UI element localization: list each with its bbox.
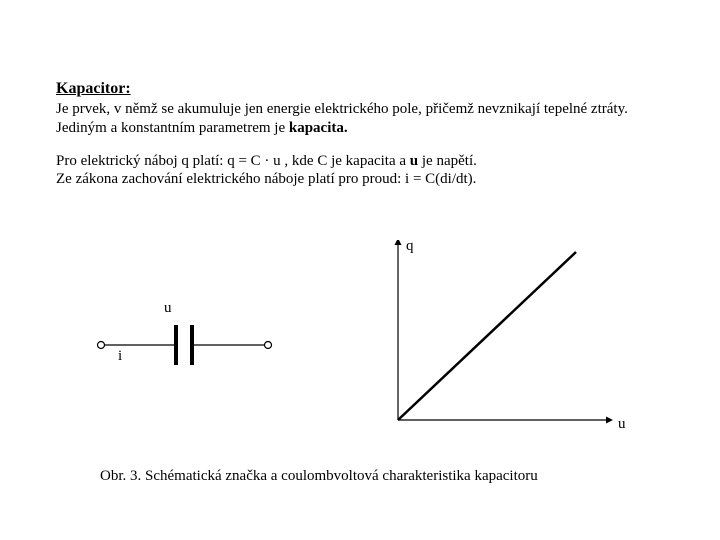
paragraph-2: Pro elektrický náboj q platí: q = C · u … (56, 152, 666, 190)
label-u-symbol: u (164, 300, 172, 316)
p2-bold: u (410, 153, 418, 169)
p2-text-a: Pro elektrický náboj q platí: q = C · u … (56, 153, 410, 169)
terminal-right-icon (265, 342, 272, 349)
label-q-axis: q (406, 240, 414, 254)
label-u-axis: u (618, 416, 626, 432)
paragraph-1: Je prvek, v němž se akumuluje jen energi… (56, 100, 666, 138)
p3-text: Ze zákona zachování elektrického náboje … (56, 171, 476, 187)
y-axis-arrow-icon (395, 240, 402, 245)
capacitor-symbol: u i (98, 300, 272, 365)
figure-svg: u i q u (56, 240, 666, 450)
x-axis-arrow-icon (606, 417, 613, 424)
figure-caption: Obr. 3. Schématická značka a coulombvolt… (100, 468, 538, 485)
title: Kapacitor: (56, 80, 666, 98)
qu-chart: q u (395, 240, 627, 432)
label-i-symbol: i (118, 348, 122, 364)
p2-text-c: je napětí. (418, 153, 477, 169)
data-line (398, 252, 576, 420)
terminal-left-icon (98, 342, 105, 349)
p1-bold: kapacita. (289, 120, 348, 136)
figure: u i q u (56, 240, 666, 450)
